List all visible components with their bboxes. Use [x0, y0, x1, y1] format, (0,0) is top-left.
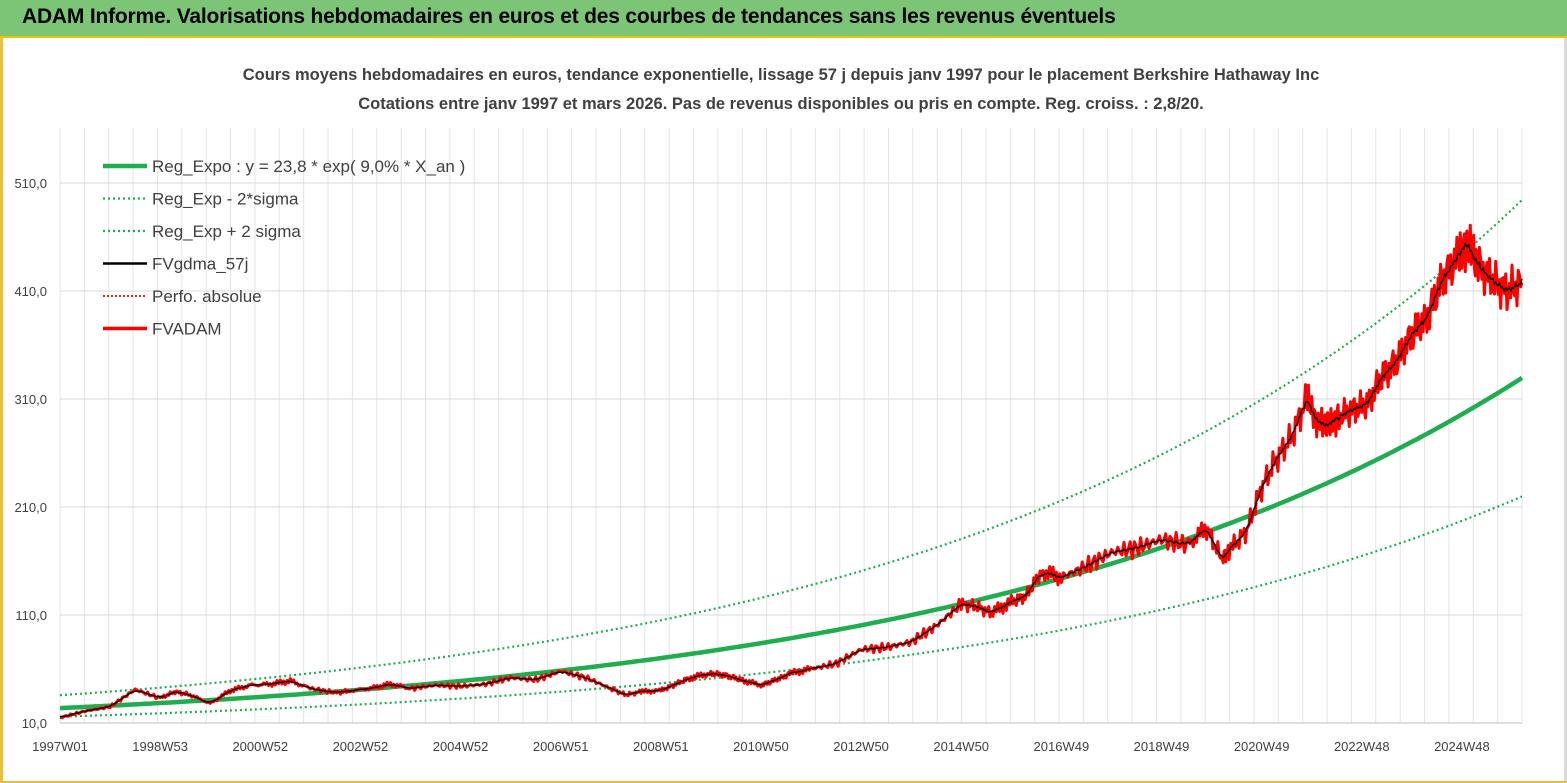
y-tick-label: 210,0 [14, 500, 47, 515]
x-tick-label: 2002W52 [333, 739, 389, 754]
legend-label: Reg_Exp + 2 sigma [152, 222, 301, 241]
frame-right-border [1564, 38, 1567, 783]
x-tick-label: 2014W50 [933, 739, 989, 754]
legend-label: Reg_Expo : y = 23,8 * exp( 9,0% * X_an ) [152, 157, 465, 176]
legend: Reg_Expo : y = 23,8 * exp( 9,0% * X_an )… [103, 157, 465, 339]
frame-bottom-border [0, 781, 1567, 783]
chart-subtitle: Cotations entre janv 1997 et mars 2026. … [358, 95, 1204, 113]
x-tick-label: 2020W49 [1234, 739, 1290, 754]
x-tick-label: 1997W01 [32, 739, 88, 754]
y-tick-label: 10,0 [22, 716, 47, 731]
x-tick-label: 2012W50 [833, 739, 889, 754]
x-tick-label: 2010W50 [733, 739, 789, 754]
x-tick-label: 2008W51 [633, 739, 689, 754]
legend-label: Perfo. absolue [152, 287, 262, 306]
legend-label: Reg_Exp - 2*sigma [152, 190, 299, 209]
x-tick-label: 1998W53 [132, 739, 188, 754]
report-title: ADAM Informe. Valorisations hebdomadaire… [22, 5, 1116, 28]
series-lines [59, 199, 1524, 720]
y-axis: 10,0 110,0 210,0 310,0 410,0 510,0 [14, 176, 1522, 731]
x-tick-label: 2000W52 [232, 739, 288, 754]
x-tick-label: 2018W49 [1134, 739, 1190, 754]
legend-label: FVgdma_57j [152, 255, 248, 274]
y-tick-label: 510,0 [14, 176, 47, 191]
y-tick-label: 310,0 [14, 392, 47, 407]
reg-expo-line [59, 376, 1524, 711]
y-tick-label: 110,0 [15, 608, 47, 623]
gridlines [59, 128, 1523, 724]
x-axis: 1997W01 1998W53 2000W52 2002W52 2004W52 2006W… [32, 739, 1490, 754]
x-tick-label: 2016W49 [1034, 739, 1090, 754]
x-tick-label: 2006W51 [533, 739, 589, 754]
x-tick-label: 2024W48 [1434, 739, 1490, 754]
chart-title: Cours moyens hebdomadaires en euros, ten… [243, 66, 1320, 84]
legend-label: FVADAM [152, 320, 222, 339]
x-tick-label: 2022W48 [1334, 739, 1390, 754]
x-tick-label: 2004W52 [433, 739, 489, 754]
fvgdma-57j-line [60, 242, 1523, 718]
y-tick-label: 410,0 [14, 284, 47, 299]
frame-left-border [0, 38, 3, 783]
report-header: ADAM Informe. Valorisations hebdomadaire… [0, 0, 1567, 38]
